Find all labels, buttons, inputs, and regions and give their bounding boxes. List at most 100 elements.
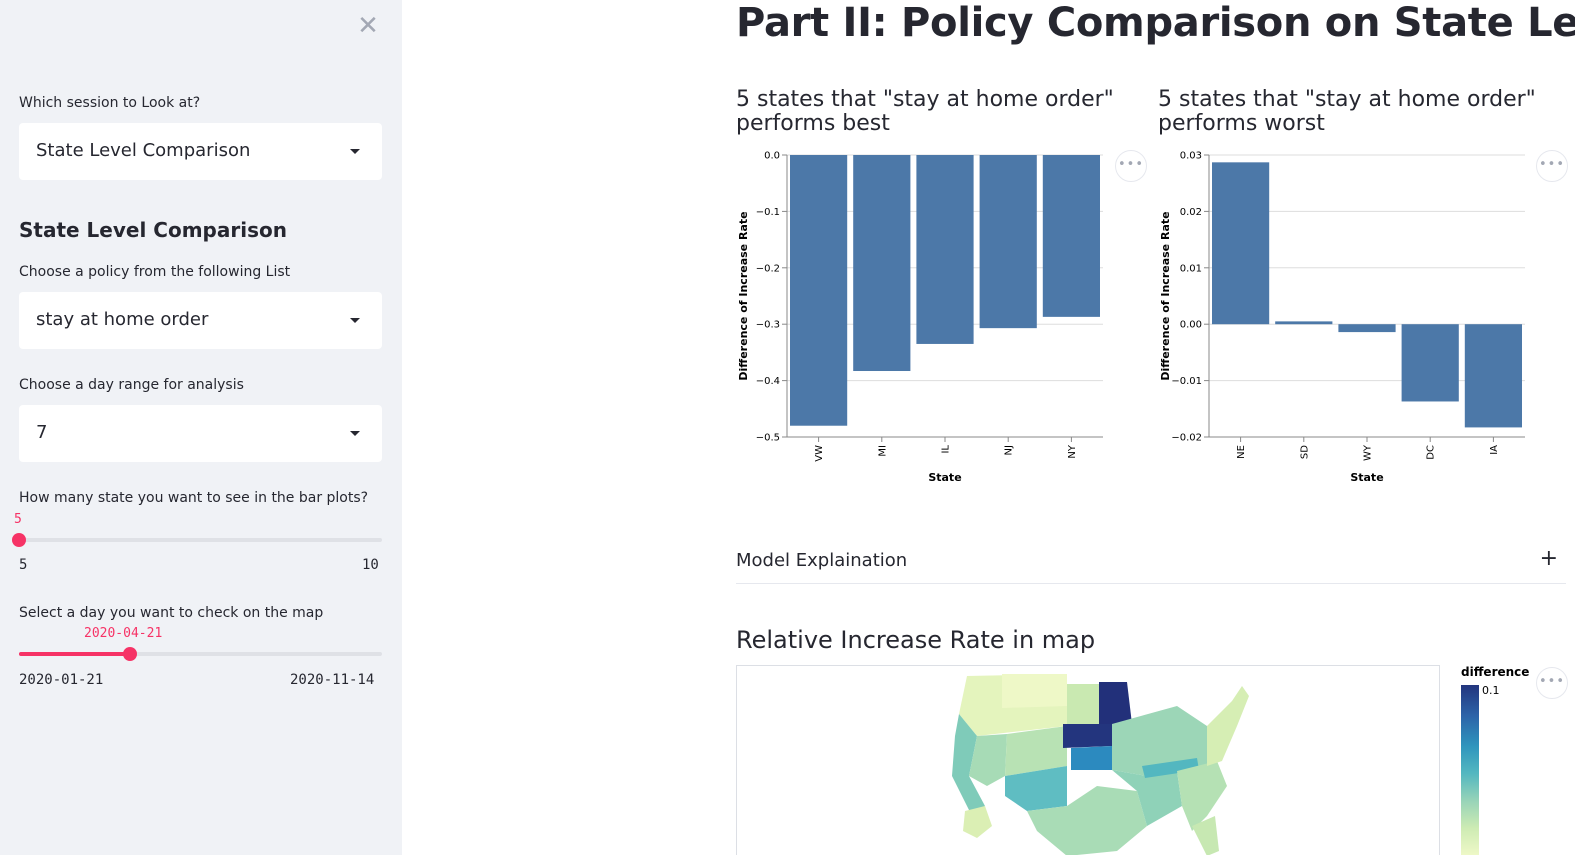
- worst-chart-title: 5 states that "stay at home order" perfo…: [1158, 88, 1536, 136]
- policy-select-value: stay at home order: [36, 309, 209, 330]
- y-tick-label: −0.02: [1171, 433, 1202, 444]
- best-chart-title-line2: performs best: [736, 111, 890, 136]
- x-tick-label: NJ: [1004, 445, 1015, 455]
- bar-ia: [1464, 324, 1522, 428]
- policy-label: Choose a policy from the following List: [19, 264, 291, 280]
- session-label: Which session to Look at?: [19, 95, 201, 111]
- ellipsis-icon[interactable]: •••: [1536, 150, 1568, 182]
- map-region-dakotas: [1067, 684, 1099, 724]
- us-states-shapes: [952, 674, 1249, 855]
- y-tick-label: 0.00: [1180, 320, 1202, 331]
- ellipsis-icon[interactable]: •••: [1115, 150, 1147, 182]
- x-tick-label: MI: [877, 445, 888, 457]
- x-axis-title: State: [1350, 471, 1383, 484]
- map-region-texas: [1027, 786, 1147, 855]
- bar-nj: [979, 155, 1037, 329]
- x-axis-title: State: [928, 471, 961, 484]
- ellipsis-icon[interactable]: •••: [1536, 667, 1568, 699]
- map-region-west-coast: [952, 714, 985, 816]
- plus-icon: +: [1539, 546, 1558, 571]
- map-region-northeast: [1207, 686, 1249, 766]
- page-title: Part II: Policy Comparison on State Leve…: [736, 0, 1575, 46]
- map-date-slider[interactable]: [19, 647, 382, 661]
- bar-mi: [853, 155, 911, 372]
- map-section-title: Relative Increase Rate in map: [736, 626, 1096, 654]
- us-choropleth-map[interactable]: [736, 665, 1440, 855]
- bar-wy: [1338, 324, 1396, 333]
- bar-ny: [1042, 155, 1100, 317]
- bar-il: [916, 155, 974, 344]
- num-states-slider-value: 5: [14, 512, 22, 527]
- y-tick-label: −0.01: [1171, 376, 1202, 387]
- best-chart-title: 5 states that "stay at home order" perfo…: [736, 88, 1114, 136]
- y-axis-title: Difference of Increase Rate: [737, 211, 750, 380]
- day-range-select[interactable]: 7: [19, 405, 382, 462]
- y-tick-label: −0.5: [756, 433, 780, 444]
- bar-vw: [790, 155, 848, 426]
- bar-dc: [1401, 324, 1459, 402]
- x-tick-label: IA: [1489, 445, 1500, 455]
- x-tick-label: DC: [1426, 445, 1437, 460]
- map-region-montana: [1002, 674, 1067, 708]
- y-tick-label: 0.0: [764, 151, 780, 162]
- bar-sd: [1275, 321, 1333, 325]
- x-tick-label: NE: [1236, 445, 1247, 459]
- sidebar-section-heading: State Level Comparison: [19, 218, 287, 242]
- map-date-max: 2020-11-14: [290, 672, 375, 688]
- best-chart-title-line1: 5 states that "stay at home order": [736, 87, 1114, 112]
- chevron-down-icon: [350, 318, 360, 323]
- y-axis-title: Difference of Increase Rate: [1159, 211, 1172, 380]
- worst-chart-title-line1: 5 states that "stay at home order": [1158, 87, 1536, 112]
- y-tick-label: 0.01: [1180, 263, 1202, 274]
- map-region-arizona-nm: [1005, 766, 1067, 811]
- map-region-florida: [1192, 816, 1219, 855]
- legend-color-scale: [1461, 685, 1479, 855]
- x-tick-label: WY: [1363, 444, 1374, 461]
- day-range-select-value: 7: [36, 422, 48, 443]
- map-date-slider-fill: [19, 652, 131, 656]
- map-region-alaska: [963, 806, 992, 838]
- close-icon[interactable]: ✕: [357, 11, 379, 41]
- session-select[interactable]: State Level Comparison: [19, 123, 382, 180]
- x-tick-label: IL: [941, 445, 952, 454]
- map-region-nevada: [969, 734, 1007, 786]
- x-tick-label: VW: [814, 445, 825, 462]
- chevron-down-icon: [350, 149, 360, 154]
- best-states-bar-chart: 0.0 −0.1 −0.2 −0.3 −0.4 −0.5 VW MI IL NJ NY State Di…: [737, 151, 1103, 484]
- y-tick-label: −0.3: [756, 320, 780, 331]
- map-region-midwest: [1112, 706, 1207, 776]
- chevron-down-icon: [350, 431, 360, 436]
- legend-title: difference: [1461, 665, 1530, 679]
- policy-select[interactable]: stay at home order: [19, 292, 382, 349]
- map-date-slider-value: 2020-04-21: [84, 626, 163, 641]
- y-tick-label: −0.1: [756, 207, 780, 218]
- worst-chart-title-line2: performs worst: [1158, 111, 1325, 136]
- map-region-tennessee: [1142, 758, 1199, 778]
- num-states-slider[interactable]: [12, 533, 382, 547]
- sidebar: ✕ Which session to Look at? State Level …: [0, 0, 402, 855]
- map-date-slider-thumb[interactable]: [123, 647, 138, 661]
- map-region-utah-colorado: [1005, 726, 1067, 776]
- y-tick-label: −0.4: [756, 376, 780, 387]
- bar-ne: [1212, 162, 1270, 325]
- num-states-label: How many state you want to see in the ba…: [19, 490, 369, 506]
- legend-max-tick: 0.1: [1482, 684, 1500, 697]
- model-explanation-expander[interactable]: Model Explaination +: [736, 538, 1566, 584]
- y-tick-label: 0.02: [1180, 207, 1202, 218]
- num-states-max: 10: [362, 557, 379, 573]
- map-date-min: 2020-01-21: [19, 672, 104, 688]
- expander-label: Model Explaination: [736, 550, 908, 571]
- day-range-label: Choose a day range for analysis: [19, 377, 244, 393]
- map-region-minnesota: [1099, 682, 1132, 724]
- num-states-min: 5: [19, 557, 28, 573]
- x-tick-label: NY: [1067, 444, 1078, 458]
- session-select-value: State Level Comparison: [36, 140, 251, 161]
- map-region-southeast: [1177, 761, 1227, 831]
- num-states-slider-thumb[interactable]: [12, 533, 26, 547]
- map-region-south-central: [1112, 770, 1182, 826]
- x-tick-label: SD: [1299, 445, 1310, 459]
- y-tick-label: 0.03: [1180, 151, 1202, 162]
- map-region-kansas: [1071, 746, 1112, 770]
- worst-states-bar-chart: 0.03 0.02 0.01 0.00 −0.01 −0.02 NE SD WY DC IA Stat…: [1159, 151, 1525, 484]
- map-date-label: Select a day you want to check on the ma…: [19, 605, 324, 621]
